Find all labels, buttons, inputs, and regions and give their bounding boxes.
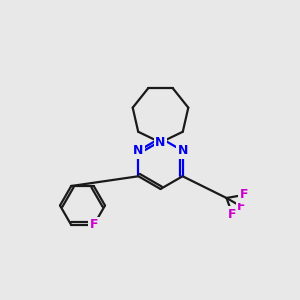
Text: N: N	[177, 144, 188, 157]
Text: F: F	[228, 208, 237, 221]
Text: N: N	[155, 136, 166, 149]
Text: F: F	[89, 218, 98, 232]
Text: F: F	[239, 188, 248, 202]
Text: N: N	[133, 144, 144, 157]
Text: F: F	[237, 200, 246, 213]
